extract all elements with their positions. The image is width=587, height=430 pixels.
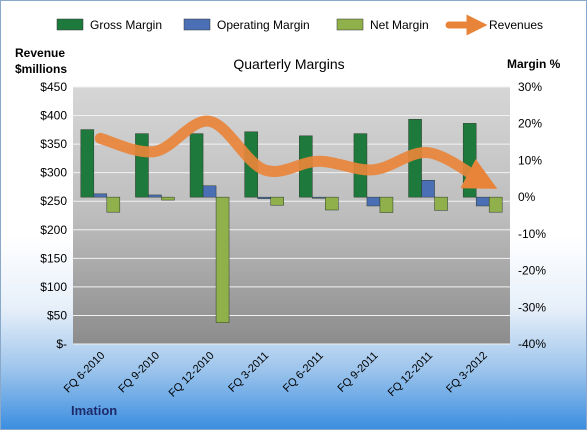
bar-operating-margin[interactable] <box>257 196 271 199</box>
bar-net-margin[interactable] <box>325 196 339 211</box>
left-tick-label: $350 <box>40 137 67 151</box>
right-axis-title: Margin % <box>507 57 561 71</box>
point-revenues[interactable] <box>317 160 320 163</box>
left-tick-label: $450 <box>40 80 67 94</box>
bar-net-margin[interactable] <box>434 196 448 211</box>
legend-item-net-margin[interactable]: Net Margin <box>336 18 429 32</box>
x-tick-label: FQ 3-2012 <box>444 350 490 396</box>
legend: Gross Margin Operating Margin Net Margin… <box>56 14 543 36</box>
point-revenues[interactable] <box>427 151 430 154</box>
left-tick-label: $200 <box>40 223 67 237</box>
point-revenues[interactable] <box>153 150 156 153</box>
x-tick-label: FQ 3-2011 <box>226 350 271 395</box>
x-tick-label: FQ 9-2010 <box>116 350 162 396</box>
left-axis-title-line2: $millions <box>15 62 67 76</box>
revenue-line-layer <box>94 115 498 189</box>
bar-operating-margin[interactable] <box>421 180 435 198</box>
point-revenues[interactable] <box>263 168 266 171</box>
bar-operating-margin[interactable] <box>93 193 108 198</box>
bar-net-margin[interactable] <box>379 196 394 213</box>
left-tick-label: $300 <box>40 166 67 180</box>
legend-item-revenues[interactable]: Revenues <box>445 14 543 36</box>
bar-gross-margin[interactable] <box>135 133 149 198</box>
bar-gross-margin[interactable] <box>462 123 477 198</box>
bar-net-margin[interactable] <box>106 196 121 213</box>
legend-item-gross-margin[interactable]: Gross Margin <box>56 18 162 32</box>
bar-gross-margin[interactable] <box>80 129 95 198</box>
bar-net-margin[interactable] <box>488 196 503 213</box>
bar-operating-margin[interactable] <box>202 185 217 198</box>
right-tick-label: -40% <box>518 337 546 351</box>
right-tick-label: -30% <box>518 300 546 314</box>
bar-net-margin[interactable] <box>161 196 175 201</box>
right-tick-label: 0% <box>518 190 536 204</box>
x-axis-ticks: FQ 6-2010 FQ 9-2010 FQ 12-2010 FQ 3-2011 FQ … <box>62 350 490 400</box>
line-revenues[interactable] <box>94 115 498 189</box>
bar-operating-margin[interactable] <box>366 196 381 207</box>
x-tick-label: FQ 12-2011 <box>386 350 435 399</box>
left-axis-title-line1: Revenue <box>15 46 65 60</box>
bar-net-margin[interactable] <box>215 196 230 323</box>
point-revenues[interactable] <box>372 168 375 171</box>
bar-net-margin[interactable] <box>270 196 284 206</box>
chart-title: Quarterly Margins <box>233 56 344 72</box>
right-tick-label: 30% <box>518 80 542 94</box>
legend-swatch-net-margin <box>336 18 364 31</box>
bar-operating-margin[interactable] <box>312 196 326 199</box>
left-tick-label: $400 <box>40 109 67 123</box>
legend-label-operating-margin: Operating Margin <box>217 18 310 32</box>
legend-label-net-margin: Net Margin <box>370 18 429 32</box>
grid-lines <box>73 86 510 345</box>
left-tick-label: $150 <box>40 251 67 265</box>
left-tick-label: $250 <box>40 194 67 208</box>
company-name: Imation <box>71 403 117 418</box>
right-tick-label: 10% <box>518 153 542 167</box>
point-revenues[interactable] <box>208 120 211 123</box>
right-tick-label: 20% <box>518 117 542 131</box>
legend-label-gross-margin: Gross Margin <box>90 18 162 32</box>
left-axis-ticks: $- $50 $100 $150 $200 $250 $300 $350 $400 $450 <box>40 80 67 351</box>
left-tick-label: $50 <box>47 308 67 322</box>
x-tick-label: FQ 6-2010 <box>62 350 108 396</box>
legend-item-operating-margin[interactable]: Operating Margin <box>183 18 310 32</box>
left-tick-label: $- <box>56 337 67 351</box>
x-tick-label: FQ 12-2010 <box>167 350 217 400</box>
point-revenues[interactable] <box>481 180 484 183</box>
bar-operating-margin[interactable] <box>148 194 162 198</box>
point-revenues[interactable] <box>99 137 102 140</box>
legend-swatch-gross-margin <box>56 18 84 31</box>
bar-gross-margin[interactable] <box>189 133 204 198</box>
right-tick-label: -20% <box>518 264 546 278</box>
right-tick-label: -10% <box>518 227 546 241</box>
left-tick-label: $100 <box>40 280 67 294</box>
x-tick-label: FQ 6-2011 <box>281 350 326 395</box>
x-tick-label: FQ 9-2011 <box>335 350 380 395</box>
bar-operating-margin[interactable] <box>475 196 490 207</box>
legend-swatch-operating-margin <box>183 18 211 31</box>
legend-label-revenues: Revenues <box>489 18 543 32</box>
plot-area <box>73 87 510 344</box>
right-axis-ticks: -40% -30% -20% -10% 0% 10% 20% 30% <box>518 80 546 351</box>
